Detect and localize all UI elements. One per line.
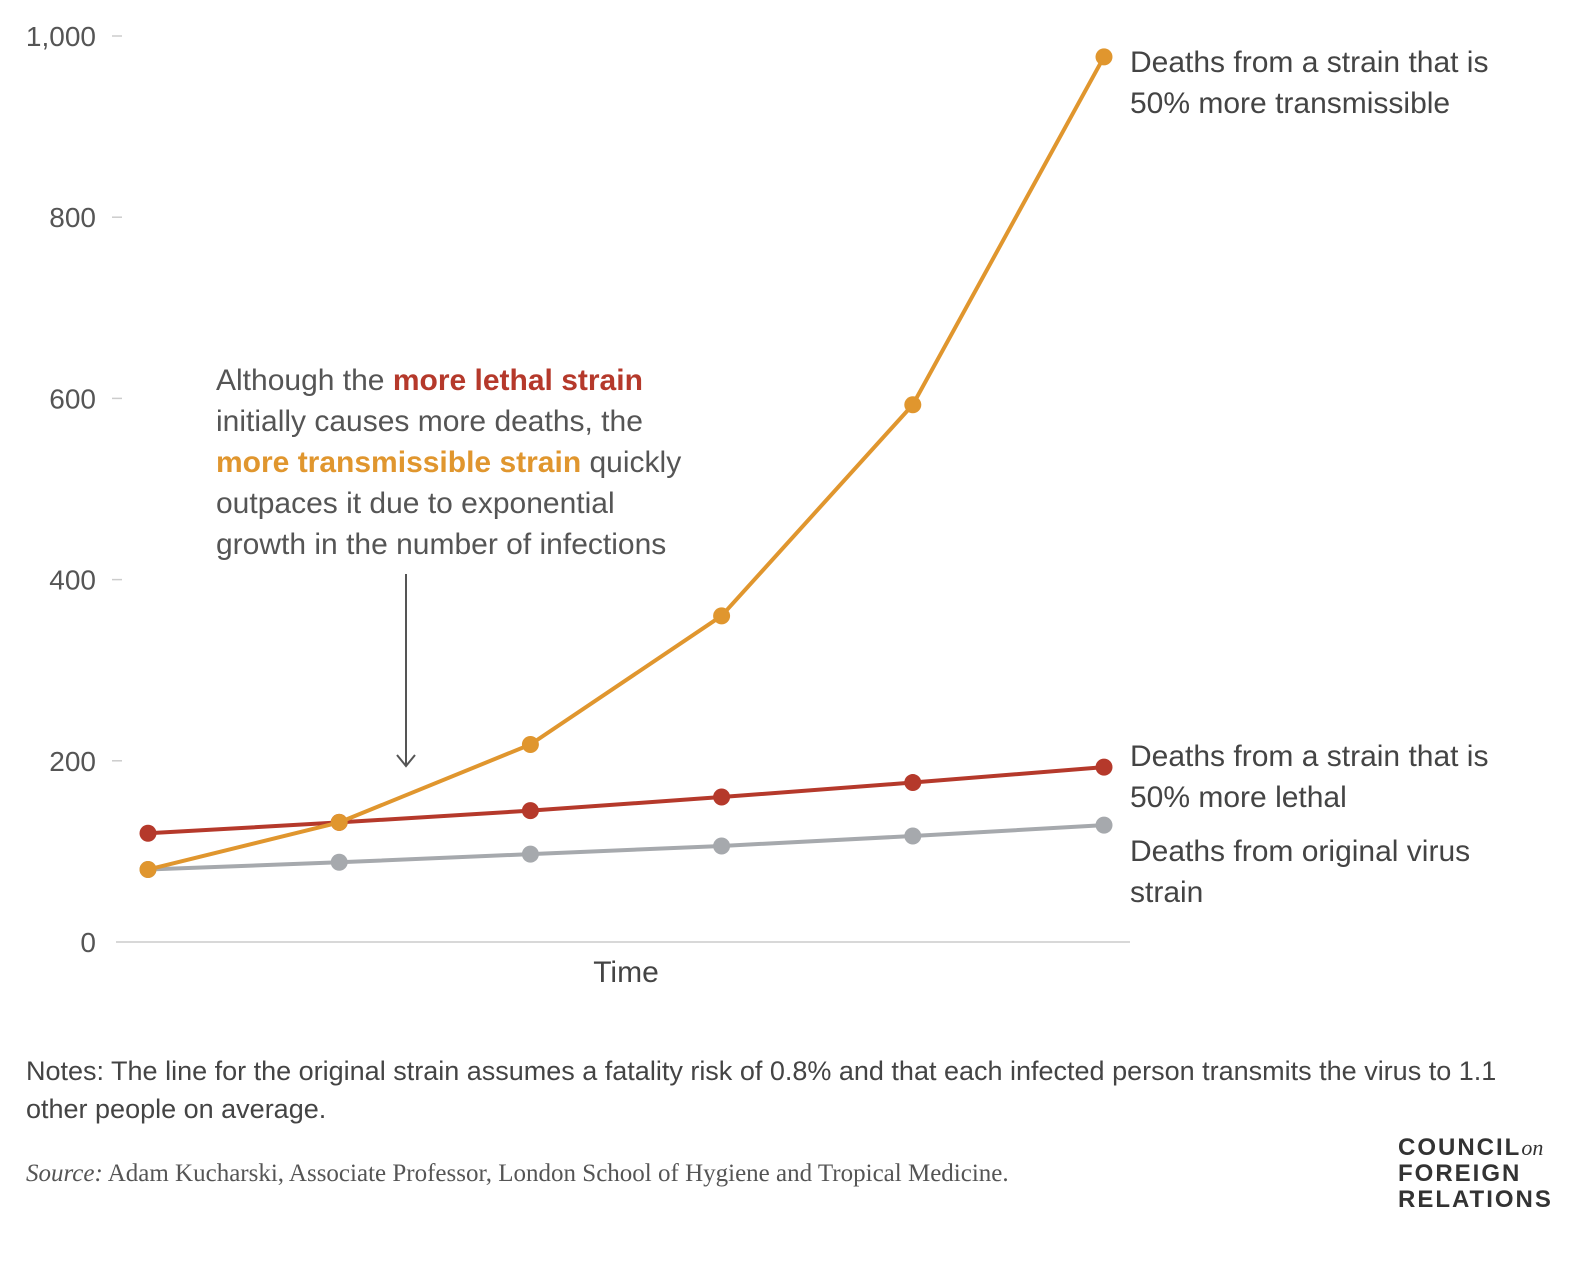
data-point-transmissible <box>521 735 539 753</box>
logo-on: on <box>1521 1135 1544 1160</box>
annotation-transmissible-highlight: more transmissible strain <box>216 446 581 479</box>
cfr-logo: COUNCILon FOREIGN RELATIONS <box>1398 1135 1553 1213</box>
y-tick-label: 200 <box>49 746 96 777</box>
annotation-line-1-text: Although the <box>216 364 393 397</box>
series-labels: Deaths from a strain that is 50% more tra… <box>1130 46 1488 909</box>
data-point-lethal <box>521 802 539 820</box>
series-transmissible <box>139 48 1113 879</box>
series-original <box>139 816 1113 879</box>
data-point-original <box>904 827 922 845</box>
data-point-original <box>1095 816 1113 834</box>
annotation-line-3: more transmissible strain quickly <box>216 446 681 479</box>
y-axis: 0 200 400 600 800 1,000 <box>26 21 122 958</box>
series-group <box>139 48 1113 879</box>
annotation-lethal-highlight: more lethal strain <box>393 364 643 397</box>
source-text: Adam Kucharski, Associate Professor, Lon… <box>102 1160 1009 1187</box>
chart-notes: Notes: The line for the original strain … <box>26 1056 1497 1124</box>
series-lethal <box>139 758 1113 842</box>
series-line-lethal <box>147 765 1105 836</box>
x-axis-title: Time <box>593 956 659 989</box>
series-line-transmissible <box>147 55 1106 872</box>
data-point-transmissible <box>139 861 157 879</box>
y-tick-label: 400 <box>49 565 96 596</box>
data-point-lethal <box>904 774 922 792</box>
annotation-line-4: outpaces it due to exponential <box>216 487 615 520</box>
logo-line-1: COUNCILon <box>1398 1134 1544 1161</box>
data-point-lethal <box>139 824 157 842</box>
y-tick-label: 800 <box>49 202 96 233</box>
y-tick-label: 600 <box>49 383 96 414</box>
line-chart: 0 200 400 600 800 1,000 Time Deaths from a st… <box>26 21 1489 989</box>
annotation-line-5: growth in the number of infections <box>216 528 666 561</box>
source-prefix: Source: <box>26 1160 103 1187</box>
chart-source: Source: Adam Kucharski, Associate Profes… <box>26 1160 1009 1188</box>
data-point-transmissible <box>330 813 348 831</box>
series-label-original: Deaths from original virus strain <box>1130 835 1470 909</box>
data-point-original <box>330 853 348 871</box>
annotation: Although the more lethal strain initiall… <box>216 364 681 768</box>
series-label-transmissible: Deaths from a strain that is 50% more tra… <box>1130 46 1488 120</box>
data-point-transmissible <box>713 607 731 625</box>
y-tick-label: 0 <box>80 927 96 958</box>
data-point-lethal <box>1095 758 1113 776</box>
data-point-lethal <box>713 788 731 806</box>
series-label-lethal: Deaths from a strain that is 50% more let… <box>1130 740 1488 814</box>
annotation-line-3-text: quickly <box>581 446 681 479</box>
annotation-line-1: Although the more lethal strain <box>216 364 643 397</box>
data-point-original <box>713 837 731 855</box>
annotation-line-2: initially causes more deaths, the <box>216 405 643 438</box>
logo-line-3: RELATIONS <box>1398 1186 1553 1213</box>
data-point-original <box>521 845 539 863</box>
data-point-transmissible <box>1095 48 1113 66</box>
series-line-original <box>147 823 1105 872</box>
annotation-arrow-head-icon <box>396 754 416 768</box>
logo-line-2: FOREIGN <box>1398 1160 1522 1187</box>
data-point-transmissible <box>904 396 922 414</box>
y-tick-label: 1,000 <box>26 21 96 52</box>
